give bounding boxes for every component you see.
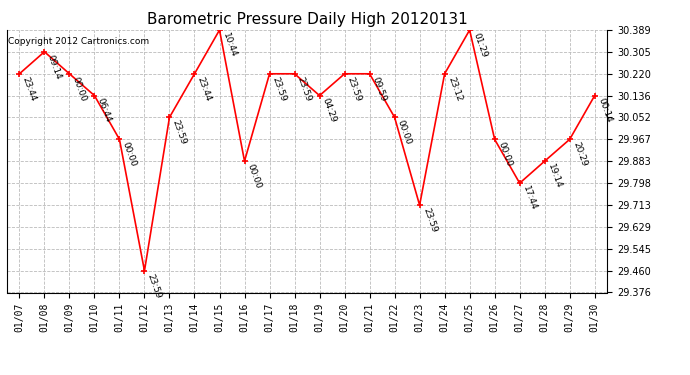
Text: 23:59: 23:59 xyxy=(346,75,363,102)
Text: 23:59: 23:59 xyxy=(271,75,288,102)
Text: 23:59: 23:59 xyxy=(421,207,438,234)
Text: 00:00: 00:00 xyxy=(246,162,263,190)
Text: 00:00: 00:00 xyxy=(121,141,138,168)
Text: 00:00: 00:00 xyxy=(396,119,413,146)
Text: 19:14: 19:14 xyxy=(546,162,563,190)
Text: 23:59: 23:59 xyxy=(146,272,163,299)
Text: 10:44: 10:44 xyxy=(221,32,238,58)
Text: 17:44: 17:44 xyxy=(521,184,538,212)
Text: 23:44: 23:44 xyxy=(196,75,213,102)
Text: 23:44: 23:44 xyxy=(21,75,38,102)
Text: 06:44: 06:44 xyxy=(96,97,113,124)
Text: 04:29: 04:29 xyxy=(321,97,338,124)
Text: 00:00: 00:00 xyxy=(496,141,513,168)
Text: 00:00: 00:00 xyxy=(71,75,88,103)
Title: Barometric Pressure Daily High 20120131: Barometric Pressure Daily High 20120131 xyxy=(147,12,467,27)
Text: 23:59: 23:59 xyxy=(296,75,313,102)
Text: 01:29: 01:29 xyxy=(471,32,489,58)
Text: 09:14: 09:14 xyxy=(46,53,63,80)
Text: 23:59: 23:59 xyxy=(171,119,188,146)
Text: Copyright 2012 Cartronics.com: Copyright 2012 Cartronics.com xyxy=(8,37,148,46)
Text: 20:29: 20:29 xyxy=(571,141,589,168)
Text: 23:12: 23:12 xyxy=(446,75,463,102)
Text: 00:14: 00:14 xyxy=(596,97,613,124)
Text: 09:59: 09:59 xyxy=(371,75,388,103)
